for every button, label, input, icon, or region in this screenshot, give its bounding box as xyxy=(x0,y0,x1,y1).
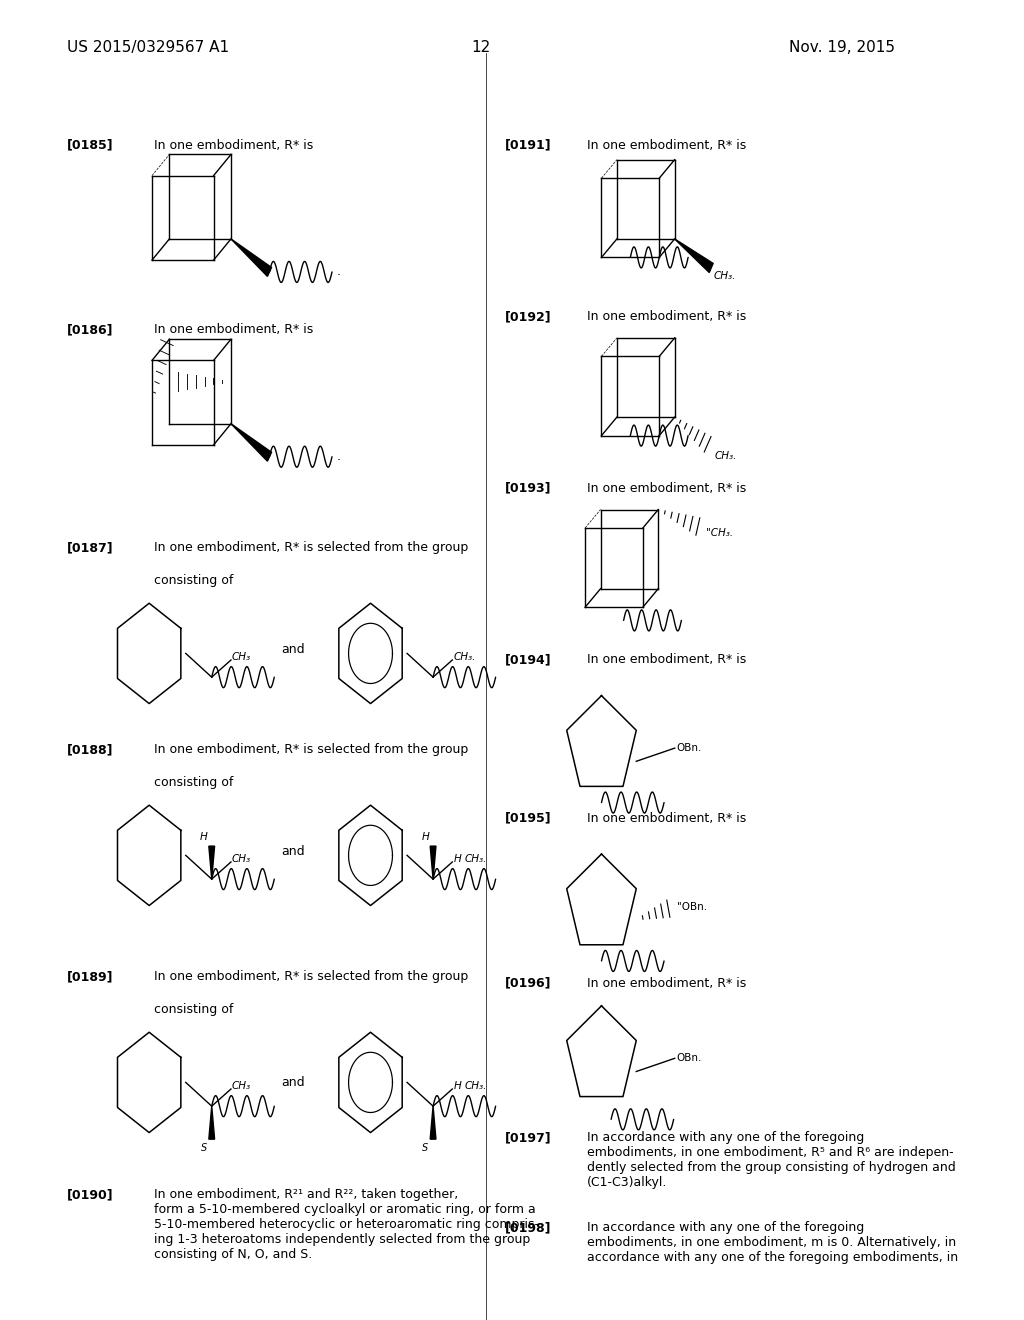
Text: US 2015/0329567 A1: US 2015/0329567 A1 xyxy=(68,40,229,54)
Text: [0186]: [0186] xyxy=(68,323,114,337)
Text: CH₃: CH₃ xyxy=(231,1081,251,1092)
Text: [0188]: [0188] xyxy=(68,743,114,756)
Text: In accordance with any one of the foregoing
embodiments, in one embodiment, m is: In accordance with any one of the forego… xyxy=(587,1221,958,1265)
Text: S: S xyxy=(422,1143,428,1154)
Text: Nov. 19, 2015: Nov. 19, 2015 xyxy=(790,40,895,54)
Text: and: and xyxy=(282,845,305,858)
Polygon shape xyxy=(675,239,713,272)
Text: CH₃.: CH₃. xyxy=(715,451,737,462)
Text: In one embodiment, R* is: In one embodiment, R* is xyxy=(587,812,746,825)
Polygon shape xyxy=(231,239,271,276)
Text: [0194]: [0194] xyxy=(505,653,552,667)
Text: [0185]: [0185] xyxy=(68,139,114,152)
Text: In one embodiment, R²¹ and R²², taken together,
form a 5-10-membered cycloalkyl : In one embodiment, R²¹ and R²², taken to… xyxy=(154,1188,539,1261)
Text: and: and xyxy=(282,643,305,656)
Text: .: . xyxy=(337,450,341,463)
Text: .: . xyxy=(337,265,341,279)
Text: In one embodiment, R* is: In one embodiment, R* is xyxy=(587,310,746,323)
Text: [0198]: [0198] xyxy=(505,1221,552,1234)
Text: OBn.: OBn. xyxy=(677,1053,702,1064)
Text: consisting of: consisting of xyxy=(154,574,233,587)
Text: [0191]: [0191] xyxy=(505,139,552,152)
Text: [0197]: [0197] xyxy=(505,1131,552,1144)
Text: 12: 12 xyxy=(472,40,490,54)
Text: In one embodiment, R* is selected from the group: In one embodiment, R* is selected from t… xyxy=(154,970,468,983)
Text: CH₃: CH₃ xyxy=(231,854,251,865)
Text: CH₃.: CH₃. xyxy=(454,652,476,663)
Text: H: H xyxy=(200,832,208,842)
Text: [0190]: [0190] xyxy=(68,1188,114,1201)
Text: In one embodiment, R* is: In one embodiment, R* is xyxy=(587,139,746,152)
Text: [0192]: [0192] xyxy=(505,310,552,323)
Text: In one embodiment, R* is: In one embodiment, R* is xyxy=(154,323,313,337)
Text: H: H xyxy=(454,1081,461,1092)
Polygon shape xyxy=(430,846,436,879)
Text: S: S xyxy=(201,1143,207,1154)
Text: CH₃.: CH₃. xyxy=(713,271,735,281)
Text: consisting of: consisting of xyxy=(154,1003,233,1016)
Polygon shape xyxy=(231,424,271,461)
Polygon shape xyxy=(209,846,215,879)
Text: H: H xyxy=(454,854,461,865)
Text: CH₃.: CH₃. xyxy=(465,854,487,865)
Text: and: and xyxy=(282,1076,305,1089)
Polygon shape xyxy=(430,1106,436,1139)
Text: In accordance with any one of the foregoing
embodiments, in one embodiment, R⁵ a: In accordance with any one of the forego… xyxy=(587,1131,955,1189)
Text: OBn.: OBn. xyxy=(677,743,702,754)
Text: [0195]: [0195] xyxy=(505,812,552,825)
Text: In one embodiment, R* is selected from the group: In one embodiment, R* is selected from t… xyxy=(154,743,468,756)
Text: H: H xyxy=(422,832,429,842)
Text: [0189]: [0189] xyxy=(68,970,114,983)
Polygon shape xyxy=(209,1106,215,1139)
Text: "CH₃.: "CH₃. xyxy=(707,528,733,539)
Text: In one embodiment, R* is: In one embodiment, R* is xyxy=(154,139,313,152)
Text: In one embodiment, R* is: In one embodiment, R* is xyxy=(587,482,746,495)
Text: [0196]: [0196] xyxy=(505,977,552,990)
Text: In one embodiment, R* is: In one embodiment, R* is xyxy=(587,977,746,990)
Text: CH₃: CH₃ xyxy=(231,652,251,663)
Text: [0187]: [0187] xyxy=(68,541,114,554)
Text: In one embodiment, R* is: In one embodiment, R* is xyxy=(587,653,746,667)
Text: consisting of: consisting of xyxy=(154,776,233,789)
Text: [0193]: [0193] xyxy=(505,482,552,495)
Text: In one embodiment, R* is selected from the group: In one embodiment, R* is selected from t… xyxy=(154,541,468,554)
Text: "OBn.: "OBn. xyxy=(677,902,707,912)
Text: CH₃.: CH₃. xyxy=(465,1081,487,1092)
